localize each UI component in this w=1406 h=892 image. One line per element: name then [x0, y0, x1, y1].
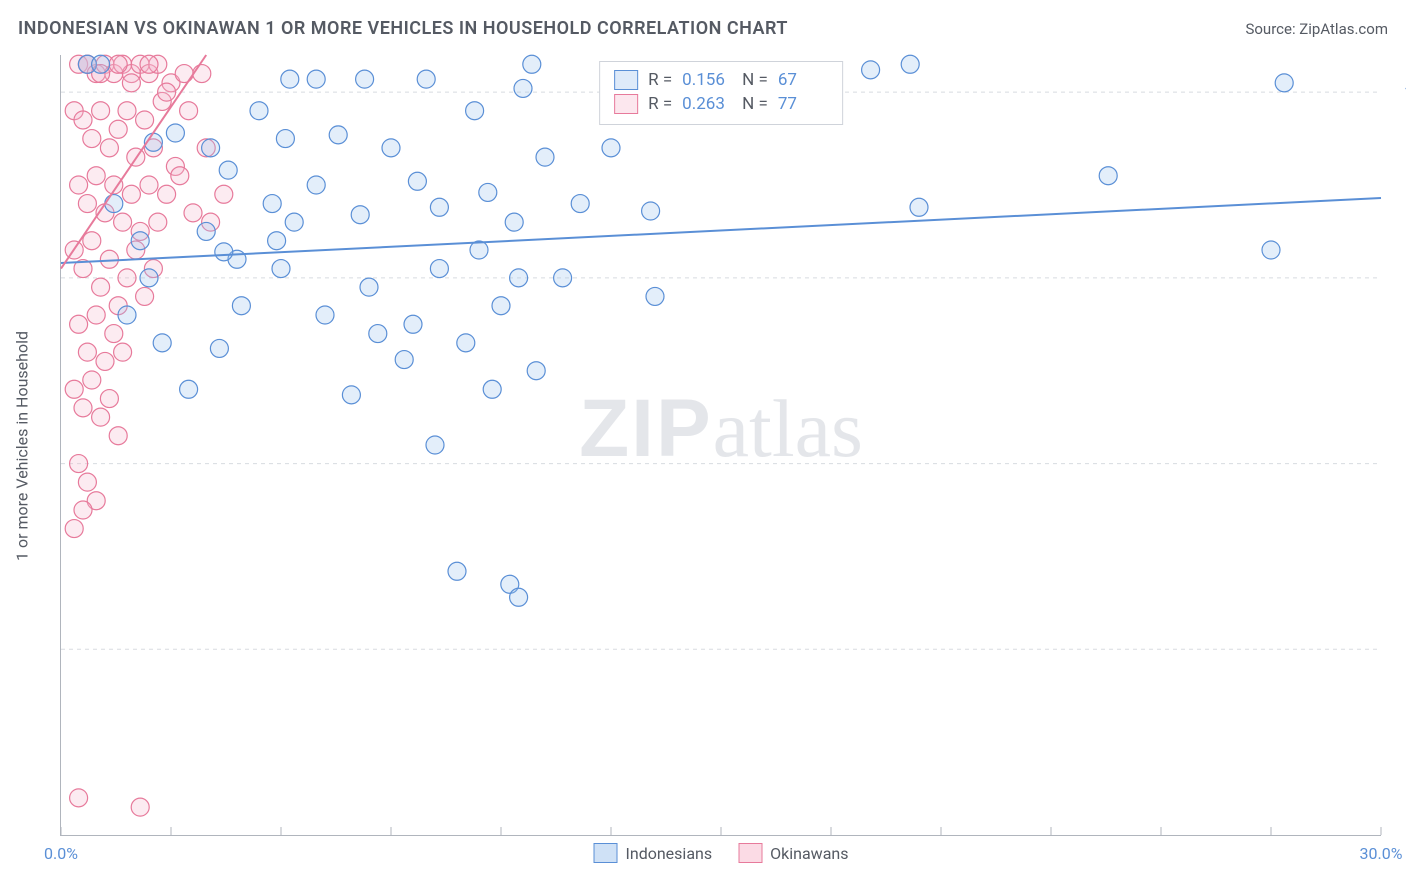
n-label: N =: [742, 70, 768, 90]
legend-swatch: [738, 843, 762, 863]
n-label: N =: [742, 94, 768, 114]
legend-item: Indonesians: [594, 843, 713, 863]
plot-svg: [61, 55, 1381, 835]
stats-row: R = 0.263 N = 77: [614, 92, 828, 116]
chart-title: INDONESIAN VS OKINAWAN 1 OR MORE VEHICLE…: [18, 18, 788, 39]
legend-swatch: [594, 843, 618, 863]
series-legend: Indonesians Okinawans: [594, 843, 849, 863]
y-axis-title: 1 or more Vehicles in Household: [13, 331, 32, 561]
y-tick-label: 80.0%: [1386, 454, 1406, 473]
r-value: 0.263: [682, 94, 732, 114]
legend-swatch: [614, 94, 638, 114]
y-tick-label: 70.0%: [1386, 640, 1406, 659]
r-label: R =: [648, 70, 672, 90]
scatter-chart: ZIPatlas R =0.156N =67R =0.263N =77 Indo…: [60, 55, 1381, 836]
y-tick-label: 100.0%: [1386, 83, 1406, 102]
n-value: 67: [778, 70, 828, 90]
source-attribution: Source: ZipAtlas.com: [1245, 20, 1388, 38]
n-value: 77: [778, 94, 828, 114]
legend-swatch: [614, 70, 638, 90]
stats-row: R = 0.156 N = 67: [614, 68, 828, 92]
r-value: 0.156: [682, 70, 732, 90]
legend-item: Okinawans: [738, 843, 848, 863]
legend-label: Indonesians: [626, 844, 713, 863]
legend-label: Okinawans: [770, 844, 848, 863]
r-label: R =: [648, 94, 672, 114]
stats-legend: R = 0.156 N = 67 R = 0.263 N = 77: [599, 61, 843, 125]
y-tick-label: 90.0%: [1386, 268, 1406, 287]
x-tick-label: 0.0%: [44, 844, 78, 863]
x-tick-label: 30.0%: [1360, 844, 1403, 863]
